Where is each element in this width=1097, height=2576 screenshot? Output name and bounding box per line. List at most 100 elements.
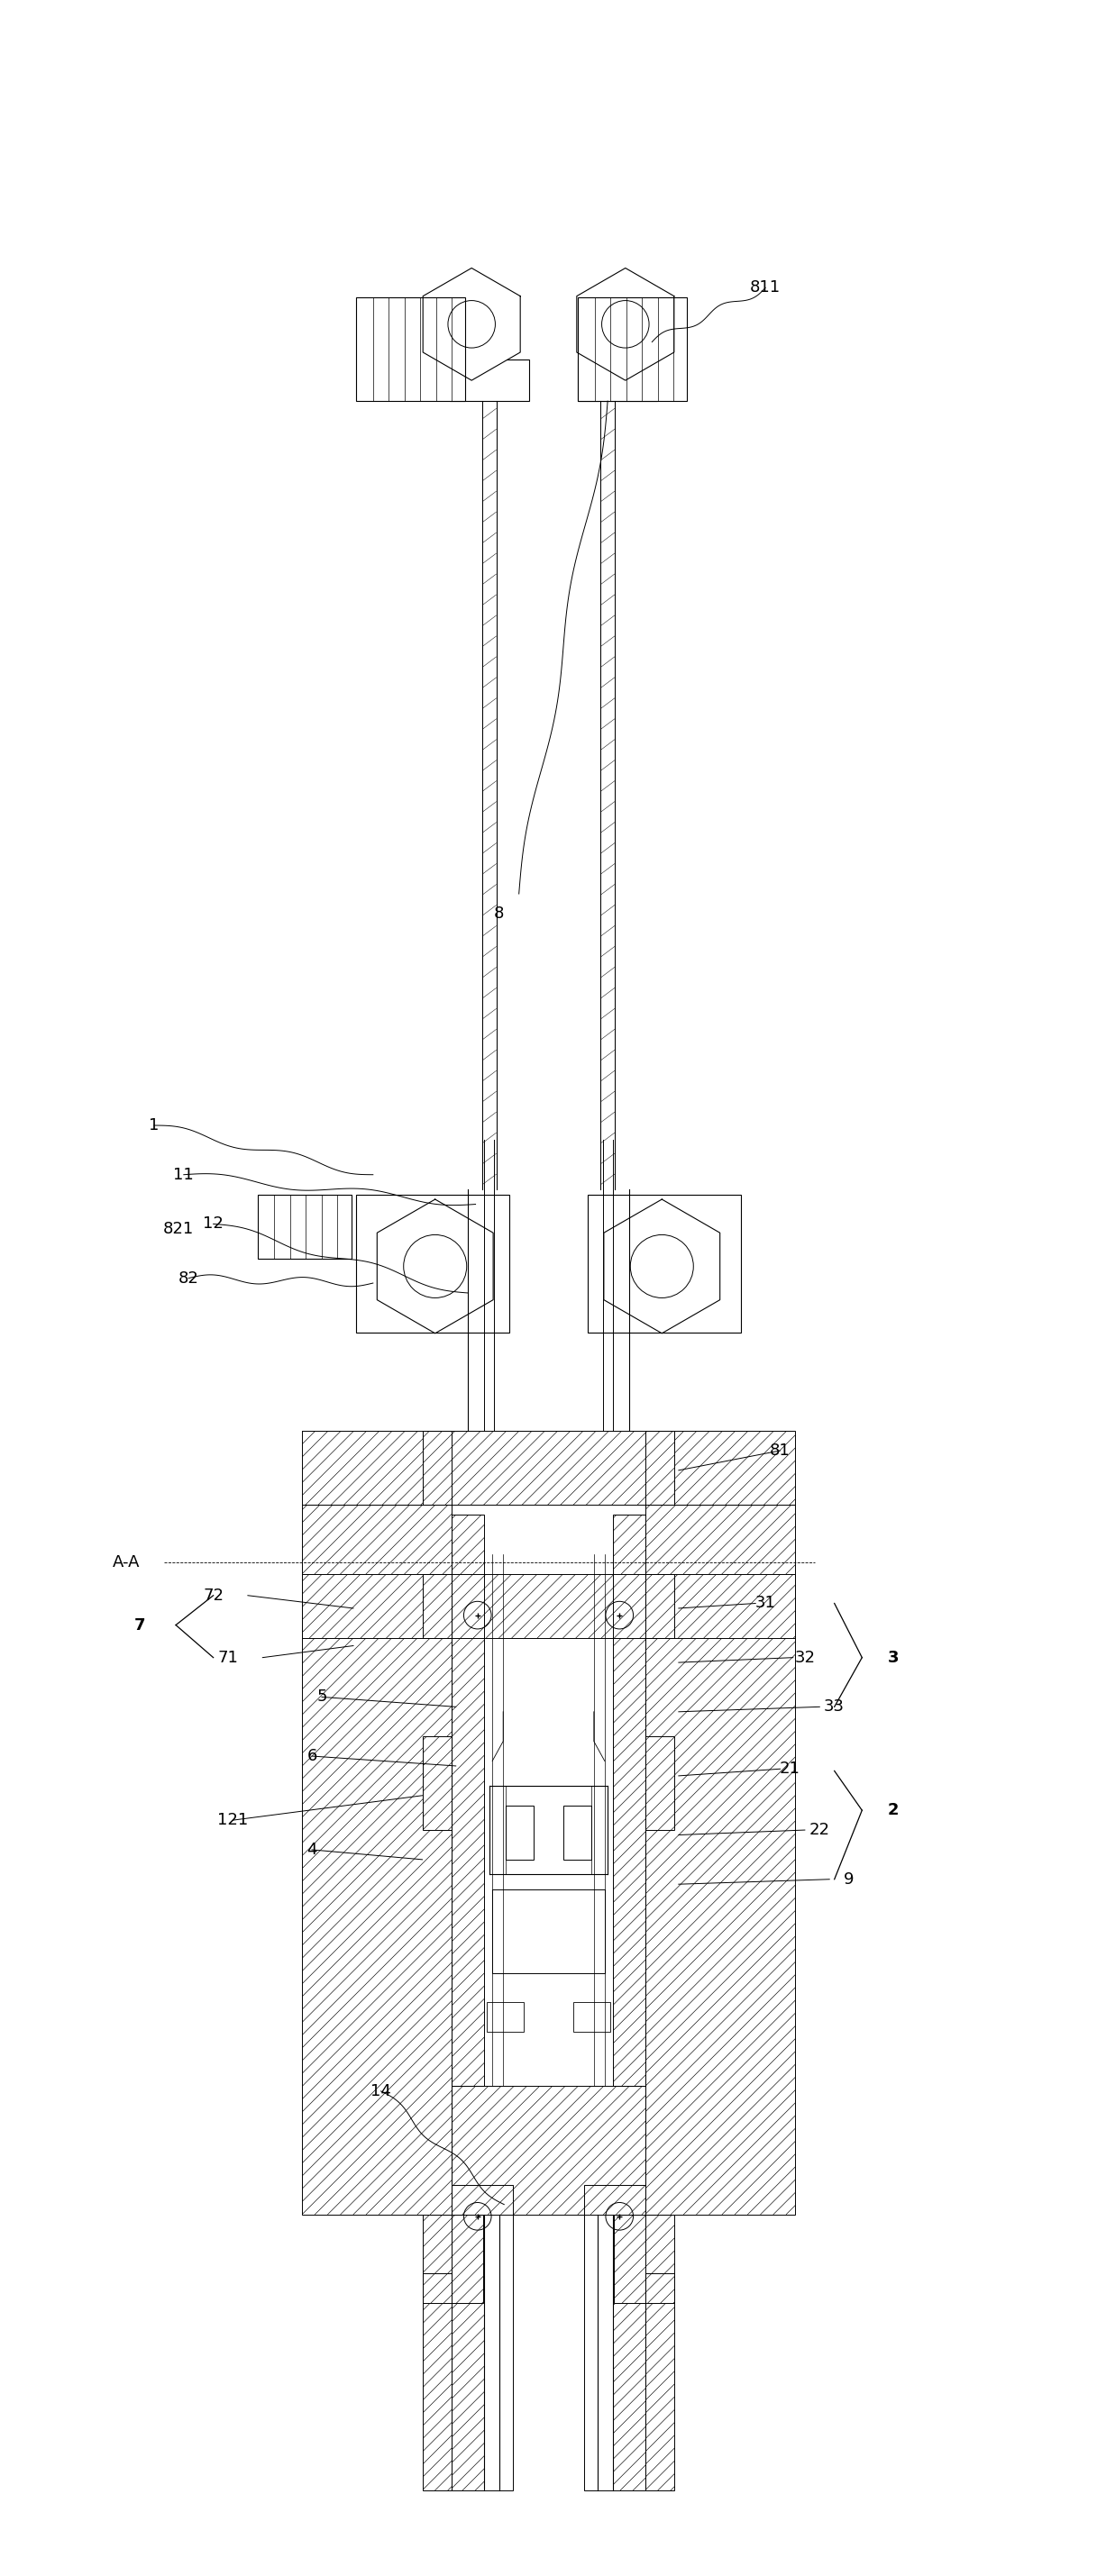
Bar bbox=[357, 299, 465, 402]
Bar bbox=[645, 1574, 795, 1638]
Text: 21: 21 bbox=[780, 1762, 801, 1777]
Bar bbox=[422, 1430, 675, 1504]
Bar bbox=[302, 1574, 452, 1638]
Bar bbox=[302, 1430, 452, 1504]
Bar bbox=[578, 299, 687, 402]
Bar bbox=[422, 2275, 452, 2491]
Bar bbox=[578, 361, 657, 402]
Bar bbox=[584, 2184, 645, 2491]
Text: 4: 4 bbox=[307, 1842, 317, 1857]
Text: 11: 11 bbox=[173, 1167, 194, 1182]
Text: 1: 1 bbox=[149, 1118, 159, 1133]
Bar bbox=[422, 2215, 484, 2303]
Bar bbox=[422, 1574, 675, 1638]
Text: 5: 5 bbox=[317, 1690, 327, 1705]
Text: 81: 81 bbox=[770, 1443, 791, 1458]
Bar bbox=[452, 2184, 513, 2491]
Bar bbox=[258, 1195, 351, 1260]
Bar bbox=[422, 1430, 675, 1504]
Bar bbox=[645, 2275, 675, 2491]
Bar bbox=[613, 2215, 675, 2303]
Polygon shape bbox=[577, 268, 674, 381]
Bar bbox=[506, 1806, 534, 1860]
Bar bbox=[452, 2087, 645, 2215]
Bar bbox=[302, 1574, 452, 1638]
Bar bbox=[302, 1574, 452, 1638]
Bar bbox=[645, 1736, 675, 1829]
Bar bbox=[588, 1195, 740, 1332]
Bar bbox=[612, 1515, 645, 2087]
Bar bbox=[452, 2184, 513, 2491]
Bar bbox=[493, 1888, 604, 1973]
Bar bbox=[613, 2215, 675, 2303]
Bar bbox=[645, 1736, 675, 1829]
Bar bbox=[422, 2215, 484, 2303]
Bar bbox=[645, 2275, 675, 2491]
Bar bbox=[506, 1806, 534, 1860]
Bar bbox=[613, 2215, 675, 2303]
Bar bbox=[302, 1504, 452, 2215]
Bar bbox=[573, 2002, 611, 2032]
Bar bbox=[645, 1504, 795, 2215]
Text: 811: 811 bbox=[750, 281, 781, 296]
Bar bbox=[645, 1574, 795, 1638]
Text: 31: 31 bbox=[755, 1595, 776, 1613]
Text: 8: 8 bbox=[494, 904, 505, 922]
Bar bbox=[563, 1806, 591, 1860]
Text: A-A: A-A bbox=[113, 1553, 140, 1569]
Bar bbox=[645, 2275, 675, 2491]
Bar bbox=[422, 1430, 675, 1504]
Polygon shape bbox=[603, 1200, 720, 1334]
Bar bbox=[452, 2087, 645, 2215]
Bar bbox=[584, 2184, 645, 2491]
Polygon shape bbox=[423, 268, 520, 381]
Bar bbox=[645, 1430, 795, 1504]
Bar bbox=[645, 1430, 795, 1504]
Text: 72: 72 bbox=[203, 1587, 224, 1605]
Bar bbox=[422, 2275, 452, 2491]
Bar bbox=[452, 1515, 485, 2087]
Text: 9: 9 bbox=[844, 1870, 855, 1888]
Bar bbox=[563, 1806, 591, 1860]
Text: 33: 33 bbox=[824, 1698, 845, 1716]
Bar bbox=[422, 1736, 452, 1829]
Bar bbox=[645, 1574, 795, 1638]
Bar bbox=[489, 1785, 608, 1875]
Text: 32: 32 bbox=[794, 1649, 815, 1667]
Text: 12: 12 bbox=[203, 1216, 224, 1231]
Bar bbox=[506, 1806, 534, 1860]
Bar bbox=[452, 1515, 485, 2087]
Bar bbox=[485, 2184, 612, 2491]
Bar bbox=[422, 1574, 675, 1638]
Bar bbox=[452, 2184, 513, 2491]
Bar bbox=[645, 1430, 795, 1504]
Bar bbox=[452, 1515, 485, 2087]
Text: 22: 22 bbox=[810, 1821, 830, 1839]
Bar bbox=[302, 1430, 452, 1504]
Bar bbox=[422, 2275, 452, 2491]
Bar bbox=[584, 2184, 645, 2491]
Bar bbox=[563, 1806, 591, 1860]
Text: 6: 6 bbox=[307, 1749, 317, 1765]
Text: 71: 71 bbox=[218, 1649, 238, 1667]
Bar bbox=[645, 1504, 795, 2215]
Bar bbox=[486, 2002, 524, 2032]
Bar bbox=[485, 1515, 612, 2087]
Bar bbox=[612, 1515, 645, 2087]
Bar bbox=[645, 1504, 795, 2215]
Text: 2: 2 bbox=[887, 1803, 900, 1819]
Bar bbox=[302, 1504, 452, 2215]
Text: 3: 3 bbox=[887, 1649, 900, 1667]
Bar bbox=[649, 1239, 675, 1293]
Bar bbox=[422, 1239, 448, 1293]
Bar bbox=[302, 1504, 452, 2215]
Bar bbox=[422, 1736, 452, 1829]
Bar bbox=[450, 361, 529, 402]
Bar bbox=[422, 1574, 675, 1638]
Bar bbox=[302, 1430, 452, 1504]
Text: 82: 82 bbox=[179, 1270, 199, 1285]
Bar bbox=[357, 1195, 509, 1332]
Text: 14: 14 bbox=[371, 2084, 392, 2099]
Bar bbox=[422, 1736, 452, 1829]
Bar bbox=[422, 2215, 484, 2303]
